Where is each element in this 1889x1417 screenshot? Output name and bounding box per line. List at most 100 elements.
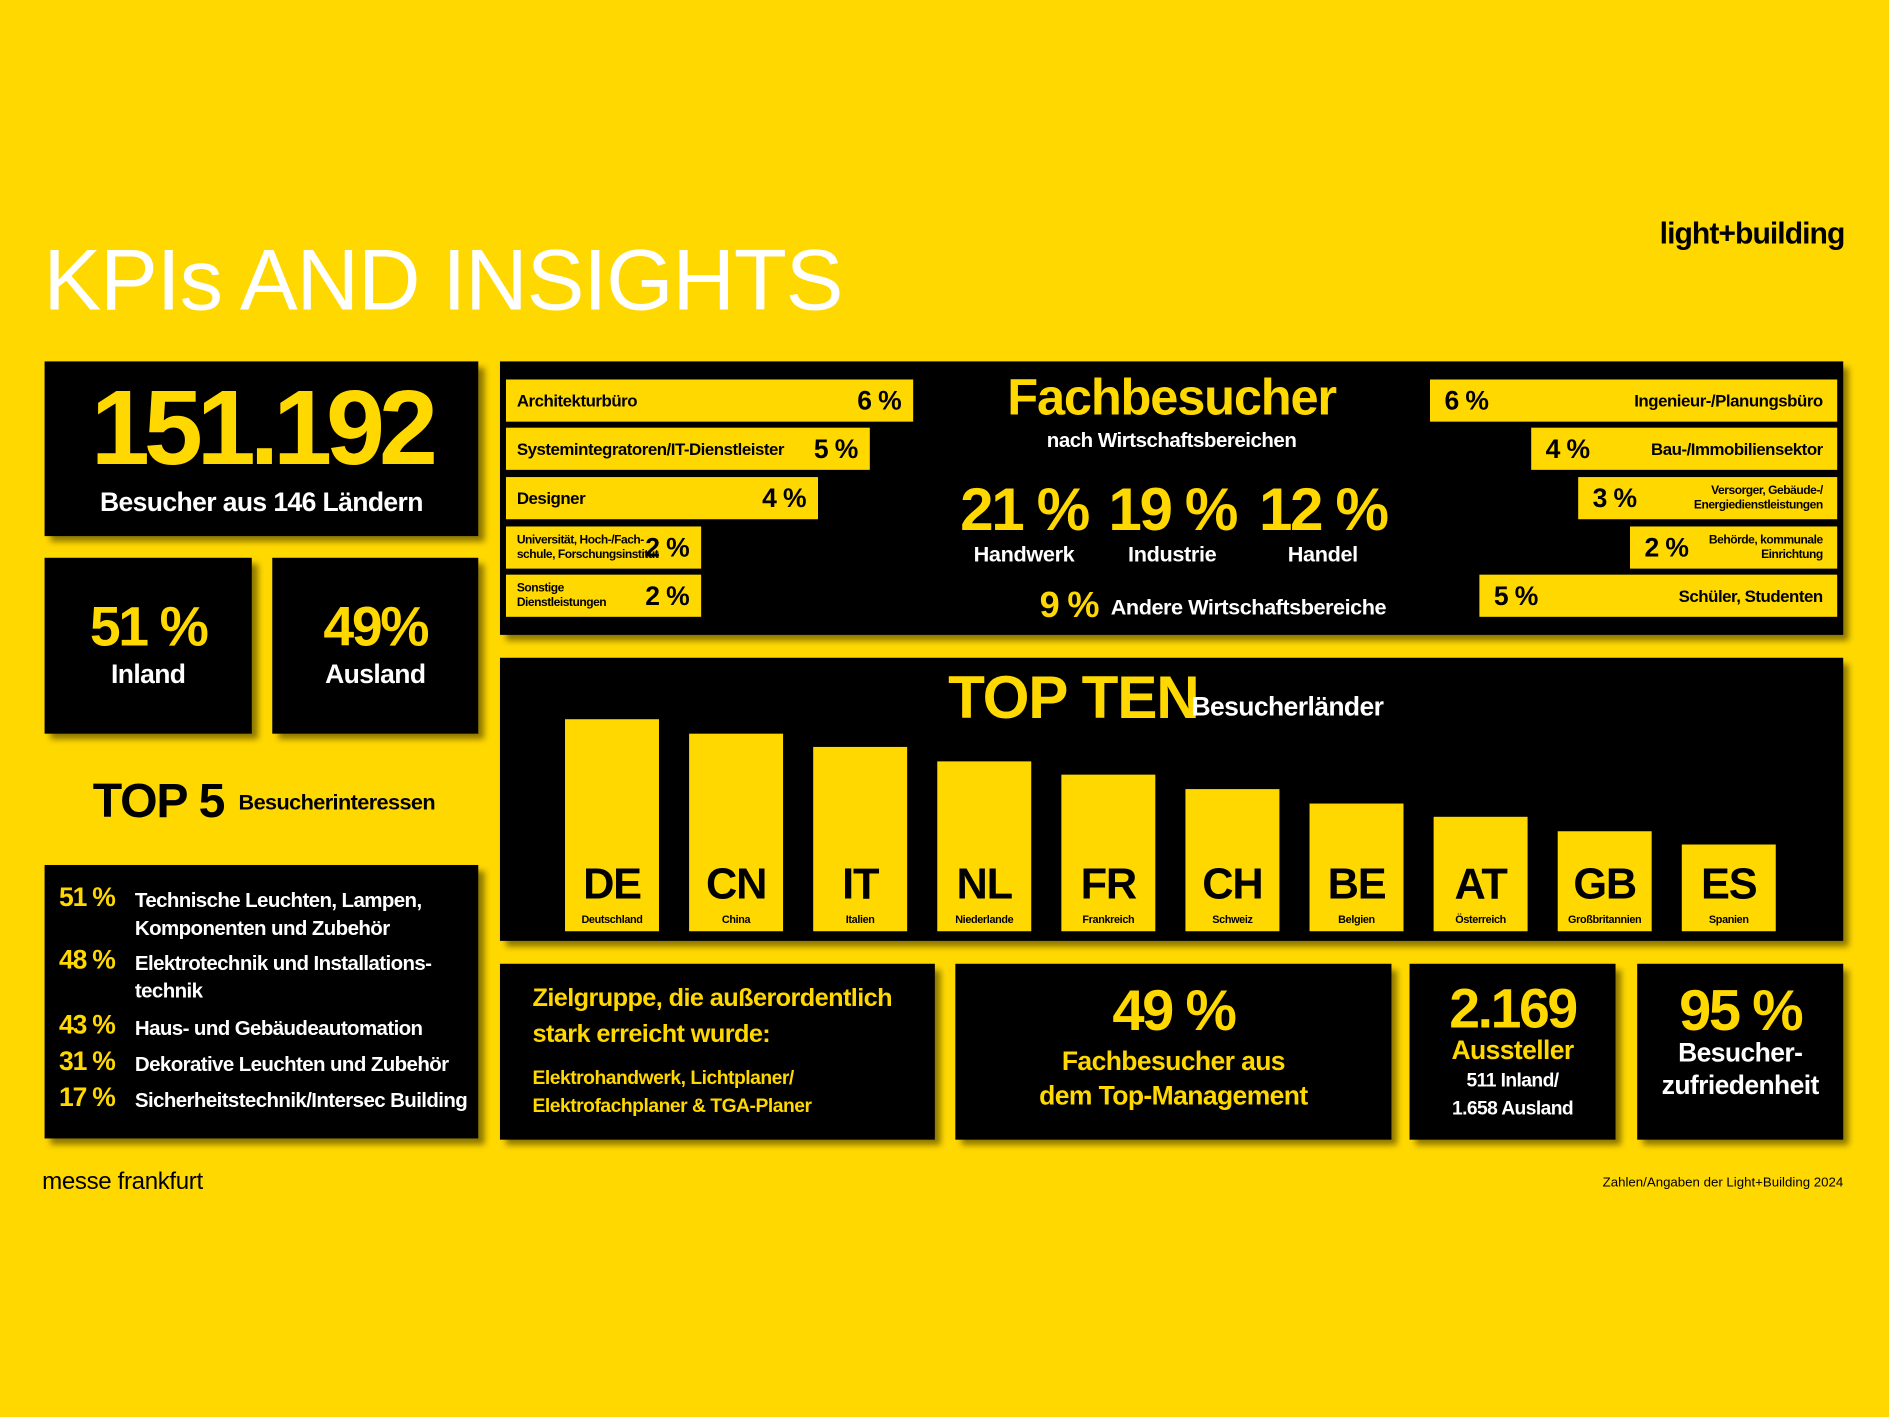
sector-value: 5 % bbox=[813, 433, 858, 464]
interest-value: 31 % bbox=[59, 1045, 116, 1076]
visitors-value: 151.192 bbox=[90, 367, 438, 487]
interest-label: Haus- und Gebäudeautomation bbox=[134, 1016, 423, 1040]
sector-value: 5 % bbox=[1493, 580, 1538, 611]
top5-title: TOP 5 bbox=[92, 774, 226, 828]
top-ten-title: TOP TEN bbox=[948, 663, 1200, 732]
country-bar: CN China bbox=[689, 733, 784, 932]
split-label: Ausland bbox=[325, 658, 426, 690]
country-bar: AT Österreich bbox=[1433, 817, 1528, 932]
target-box: Zielgruppe, die außerordentlich stark er… bbox=[499, 963, 935, 1140]
interest-value: 43 % bbox=[59, 1009, 116, 1040]
country-bar: NL Niederlande bbox=[937, 761, 1032, 932]
sector-label: Behörde, kommunale Einrichtung bbox=[1708, 533, 1823, 561]
exhibitors-box: 2.169 Aussteller 511 Inland/ 1.658 Ausla… bbox=[1409, 963, 1616, 1140]
sector-main-value: 21 % bbox=[960, 475, 1090, 544]
sector-label: Universität, Hoch-/Fach- schule, Forschu… bbox=[516, 533, 659, 561]
interest-label: Technische Leuchten, Lampen, Komponenten… bbox=[134, 889, 422, 940]
other-value: 9 % bbox=[1039, 585, 1100, 626]
sector-bar: 3 % Versorger, Gebäude-/ Energiedienstlei… bbox=[1578, 477, 1838, 520]
fachbesucher-subtitle: nach Wirtschaftsbereichen bbox=[1046, 428, 1297, 452]
country-name: Österreich bbox=[1455, 913, 1506, 926]
sector-value: 2 % bbox=[1644, 531, 1689, 563]
split-value: 51 % bbox=[89, 595, 209, 658]
sector-main-value: 12 % bbox=[1258, 475, 1389, 544]
country-name: Großbritannien bbox=[1568, 913, 1642, 926]
country-code: GB bbox=[1573, 858, 1637, 909]
sector-bar: 4 % Bau-/Immobiliensektor bbox=[1531, 427, 1838, 470]
sector-label: Versorger, Gebäude-/ Energiedienstleistu… bbox=[1693, 483, 1823, 512]
sector-label: Schüler, Studenten bbox=[1678, 585, 1824, 605]
sector-bar: 2 % Behörde, kommunale Einrichtung bbox=[1629, 526, 1838, 569]
sector-label: Ingenieur-/Planungsbüro bbox=[1634, 390, 1823, 410]
sector-main-label: Handwerk bbox=[973, 542, 1075, 567]
sector-bar: Universität, Hoch-/Fach- schule, Forschu… bbox=[505, 526, 702, 569]
satisfaction-label: Besucher- zufriedenheit bbox=[1661, 1037, 1820, 1100]
split-box: 49% Ausland bbox=[272, 557, 479, 734]
exhibitors-detail: 511 Inland/ 1.658 Ausland bbox=[1451, 1070, 1574, 1120]
target-title: Zielgruppe, die außerordentlich stark er… bbox=[532, 984, 892, 1049]
country-name: Deutschland bbox=[581, 913, 643, 926]
country-bar: DE Deutschland bbox=[565, 719, 659, 932]
country-name: Frankreich bbox=[1082, 913, 1135, 926]
country-bar: BE Belgien bbox=[1309, 803, 1404, 932]
country-name: Italien bbox=[845, 913, 875, 926]
country-code: AT bbox=[1454, 858, 1507, 909]
sector-main-value: 19 % bbox=[1108, 475, 1238, 544]
brand: light+building bbox=[1659, 216, 1846, 251]
sector-value: 2 % bbox=[645, 580, 690, 611]
satisfaction-value: 95 % bbox=[1679, 979, 1804, 1044]
sector-value: 6 % bbox=[857, 384, 902, 416]
sector-value: 4 % bbox=[762, 482, 806, 513]
top5-box: 51 % Technische Leuchten, Lampen, Kompone… bbox=[44, 864, 479, 1139]
sector-bar: 6 % Ingenieur-/Planungsbüro bbox=[1430, 379, 1838, 422]
exhibitors-label: Aussteller bbox=[1451, 1034, 1574, 1065]
sector-main-label: Industrie bbox=[1128, 542, 1217, 567]
sector-label: Architekturbüro bbox=[516, 390, 638, 410]
country-bar: ES Spanien bbox=[1681, 844, 1776, 932]
sector-value: 2 % bbox=[645, 531, 690, 563]
visitors-box: 151.192 Besucher aus 146 Ländern bbox=[44, 361, 479, 537]
fachbesucher-title: Fachbesucher bbox=[1007, 368, 1337, 426]
visitors-label: Besucher aus 146 Ländern bbox=[99, 486, 423, 517]
split-label: Inland bbox=[110, 658, 186, 690]
interest-label: Elektrotechnik und Installations- techni… bbox=[134, 951, 432, 1003]
country-name: Schweiz bbox=[1212, 913, 1253, 926]
country-code: IT bbox=[842, 858, 879, 909]
management-box: 49 % Fachbesucher aus dem Top-Management bbox=[955, 963, 1392, 1140]
sector-bar: Architekturbüro 6 % bbox=[505, 379, 914, 422]
country-code: FR bbox=[1080, 858, 1138, 909]
country-code: NL bbox=[956, 858, 1014, 909]
country-code: CN bbox=[705, 858, 767, 909]
page-title: KPIs AND INSIGHTS bbox=[43, 232, 843, 329]
sector-bar: Designer 4 % bbox=[505, 477, 819, 520]
footer-right: Zahlen/Angaben der Light+Building 2024 bbox=[1602, 1175, 1844, 1191]
country-name: China bbox=[721, 913, 751, 926]
other-label: Andere Wirtschaftsbereiche bbox=[1110, 595, 1387, 620]
sector-label: Designer bbox=[516, 487, 586, 508]
sector-value: 6 % bbox=[1444, 384, 1489, 416]
country-name: Belgien bbox=[1338, 913, 1375, 926]
sector-bar: Sonstige Dienstleistungen 2 % bbox=[505, 574, 702, 617]
sector-value: 3 % bbox=[1592, 482, 1637, 513]
country-bar: FR Frankreich bbox=[1061, 775, 1156, 932]
interest-label: Sicherheitstechnik/Intersec Building bbox=[134, 1089, 468, 1112]
country-code: BE bbox=[1327, 858, 1387, 909]
top-ten-box: TOP TEN Besucherländer DE Deutschland CN Ch… bbox=[499, 657, 1844, 941]
interest-value: 17 % bbox=[59, 1081, 116, 1112]
country-code: DE bbox=[583, 858, 642, 909]
management-value: 49 % bbox=[1112, 979, 1237, 1044]
fachbesucher-box: Fachbesucher nach Wirtschaftsbereichen 9… bbox=[499, 361, 1844, 635]
country-bar: GB Großbritannien bbox=[1557, 831, 1652, 932]
sector-bar: Systemintegratoren/IT-Dienstleister 5 % bbox=[505, 427, 870, 470]
sector-label: Sonstige Dienstleistungen bbox=[516, 581, 607, 609]
split-box: 51 % Inland bbox=[44, 557, 252, 734]
satisfaction-box: 95 % Besucher- zufriedenheit bbox=[1637, 963, 1844, 1140]
target-text: Elektrohandwerk, Lichtplaner/ Elektrofac… bbox=[532, 1068, 812, 1117]
exhibitors-value: 2.169 bbox=[1449, 977, 1578, 1040]
footer-left: messe frankfurt bbox=[42, 1168, 203, 1196]
country-code: CH bbox=[1202, 858, 1263, 909]
interest-label: Dekorative Leuchten und Zubehör bbox=[134, 1052, 449, 1076]
split-value: 49% bbox=[323, 595, 429, 658]
